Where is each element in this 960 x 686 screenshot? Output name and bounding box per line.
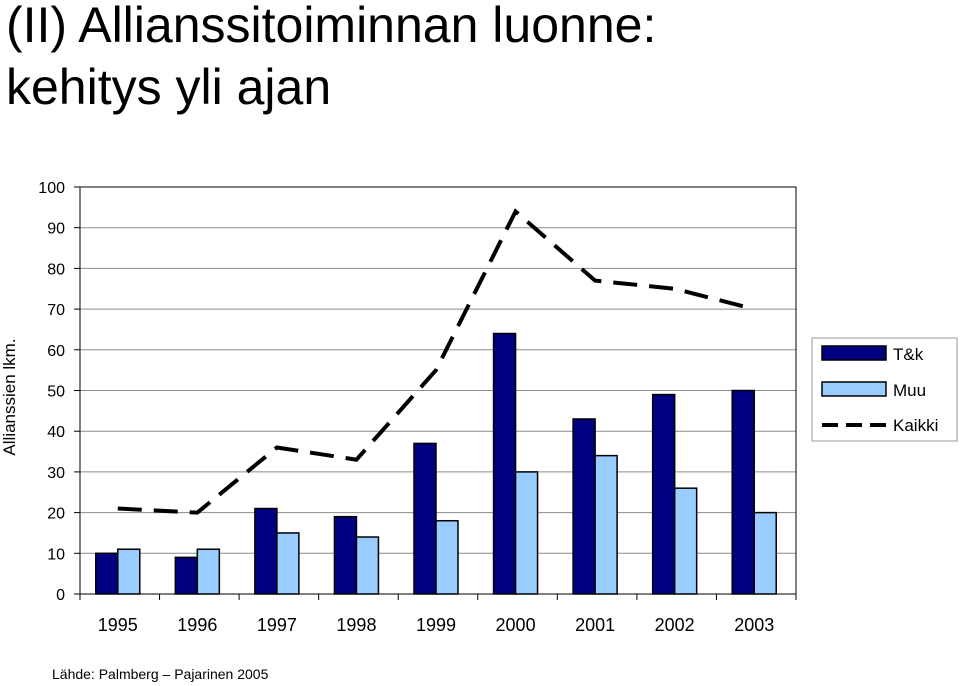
- legend-label: Muu: [893, 381, 926, 400]
- bar-muu: [196, 548, 221, 595]
- total-line: [117, 208, 755, 515]
- legend: T&k Muu Kaikki: [811, 337, 958, 442]
- page-title-line-2: kehitys yli ajan: [6, 59, 332, 115]
- source-note: Lähde: Palmberg – Pajarinen 2005: [52, 666, 269, 682]
- bar-muu: [117, 548, 141, 595]
- y-tick-label: 50: [47, 384, 65, 401]
- x-tick-label: 1996: [177, 615, 217, 635]
- legend-swatch: [821, 345, 887, 361]
- bars: [95, 332, 777, 595]
- x-tick-label: 1997: [257, 615, 297, 635]
- x-axis-ticks: 1995 1996 1997 1998 1999 2000 2001 2002 2003: [79, 594, 797, 635]
- y-tick-label: 100: [38, 180, 65, 197]
- gridlines: [80, 186, 796, 554]
- y-axis-label: Allianssien lkm.: [0, 338, 19, 455]
- bar-t-k: [731, 389, 755, 595]
- y-tick-label: 10: [47, 546, 65, 563]
- legend-swatch: [821, 381, 887, 397]
- x-tick-label: 2001: [575, 615, 615, 635]
- bar-t-k: [95, 552, 119, 595]
- bar-t-k: [254, 507, 278, 595]
- bar-t-k: [413, 442, 437, 595]
- x-tick-label: 1995: [98, 615, 138, 635]
- y-tick-label: 0: [56, 587, 65, 604]
- bar-muu: [355, 536, 380, 595]
- line-series-total: [117, 208, 755, 515]
- x-tick-label: 2002: [655, 615, 695, 635]
- bar-muu: [673, 487, 698, 595]
- bar-muu: [435, 519, 459, 595]
- x-tick-label: 2000: [496, 615, 536, 635]
- bar-t-k: [651, 393, 676, 595]
- y-tick-label: 20: [47, 506, 65, 523]
- bar-muu: [753, 511, 777, 595]
- bar-muu: [276, 532, 300, 595]
- bar-muu: [514, 471, 539, 595]
- legend-label: T&k: [893, 345, 924, 364]
- bar-t-k: [492, 332, 517, 595]
- x-tick-label: 1999: [416, 615, 456, 635]
- y-tick-label: 70: [47, 302, 65, 319]
- bar-t-k: [174, 556, 199, 595]
- y-tick-label: 30: [47, 465, 65, 482]
- x-tick-label: 1998: [336, 615, 376, 635]
- y-tick-label: 60: [47, 343, 65, 360]
- x-tick-label: 2003: [734, 615, 774, 635]
- y-axis-ticks: 0 10 20 30 40 50 60 70 80 90 100: [38, 180, 80, 604]
- bar-t-k: [572, 418, 596, 595]
- bar-muu: [594, 454, 618, 595]
- page-title-line-1: (II) Allianssitoiminnan luonne:: [6, 0, 657, 53]
- y-tick-label: 80: [47, 261, 65, 278]
- y-tick-label: 90: [47, 221, 65, 238]
- legend-label: Kaikki: [893, 416, 938, 435]
- bar-t-k: [333, 515, 358, 595]
- y-tick-label: 40: [47, 424, 65, 441]
